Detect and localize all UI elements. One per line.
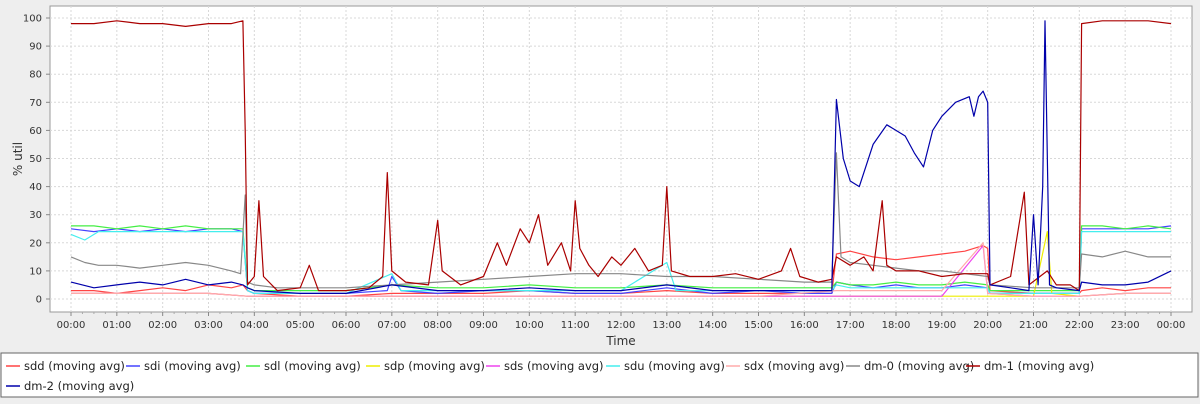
x-tick-label: 21:00 [1019,320,1048,331]
x-tick-label: 09:00 [469,320,498,331]
series-line-sdl [71,225,1172,292]
x-tick-label: 17:00 [836,320,865,331]
x-tick-label: 13:00 [652,320,681,331]
legend-label-dm-0: dm-0 (moving avg) [864,359,974,373]
x-tick-label: 19:00 [927,320,956,331]
legend-label-sdx: sdx (moving avg) [744,359,844,373]
x-tick-label: 14:00 [698,320,727,331]
x-tick-label: 23:00 [1111,320,1140,331]
x-tick-label: 01:00 [102,320,131,331]
legend-label-sdl: sdl (moving avg) [264,359,361,373]
y-tick-label: 70 [29,98,42,109]
legend-label-sds: sds (moving avg) [504,359,604,373]
x-tick-label: 22:00 [1065,320,1094,331]
y-tick-label: 60 [29,126,42,137]
y-tick-label: 50 [29,154,42,165]
legend-label-dm-2: dm-2 (moving avg) [24,379,134,393]
grid [50,6,1192,312]
x-tick-label: 07:00 [377,320,406,331]
x-tick-label: 12:00 [607,320,636,331]
x-tick-label: 00:00 [57,320,86,331]
x-tick-label: 20:00 [973,320,1002,331]
legend-label-sdu: sdu (moving avg) [624,359,725,373]
x-tick-label: 18:00 [882,320,911,331]
legend-label-dm-1: dm-1 (moving avg) [984,359,1094,373]
x-tick-label: 11:00 [561,320,590,331]
x-tick-label: 08:00 [423,320,452,331]
y-tick-label: 40 [29,182,42,193]
x-tick-label: 02:00 [148,320,177,331]
y-tick-label: 0 [36,295,42,306]
x-axis-title: Time [605,334,635,348]
y-tick-label: 90 [29,42,42,53]
legend-label-sdp: sdp (moving avg) [384,359,485,373]
y-tick-label: 100 [23,14,42,25]
legend: sdd (moving avg) sdi (moving avg) sdl (mov… [6,359,1094,393]
x-tick-label: 10:00 [515,320,544,331]
x-tick-label: 03:00 [194,320,223,331]
x-tick-label: 05:00 [286,320,315,331]
series-line-dm-2 [70,20,1172,294]
x-tick-label: 04:00 [240,320,269,331]
legend-label-sdi: sdi (moving avg) [144,359,241,373]
y-tick-label: 30 [29,210,42,221]
series-line-sdx [71,242,1171,297]
series-line-dm-1 [71,20,1172,292]
x-tick-label: 16:00 [790,320,819,331]
y-tick-label: 10 [29,266,42,277]
y-tick-label: 20 [29,238,42,249]
legend-box [0,352,1199,398]
y-tick-label: 80 [29,70,42,81]
y-axis-title: % util [11,142,25,176]
axes: 0 10 20 30 40 50 60 70 80 90 100 00:00 01:00 02:00 03:… [23,14,1186,332]
legend-label-sdd: sdd (moving avg) [24,359,125,373]
x-tick-label: 00:00 [1157,320,1186,331]
x-tick-label: 06:00 [332,320,361,331]
x-tick-label: 15:00 [744,320,773,331]
series-lines [70,20,1172,297]
